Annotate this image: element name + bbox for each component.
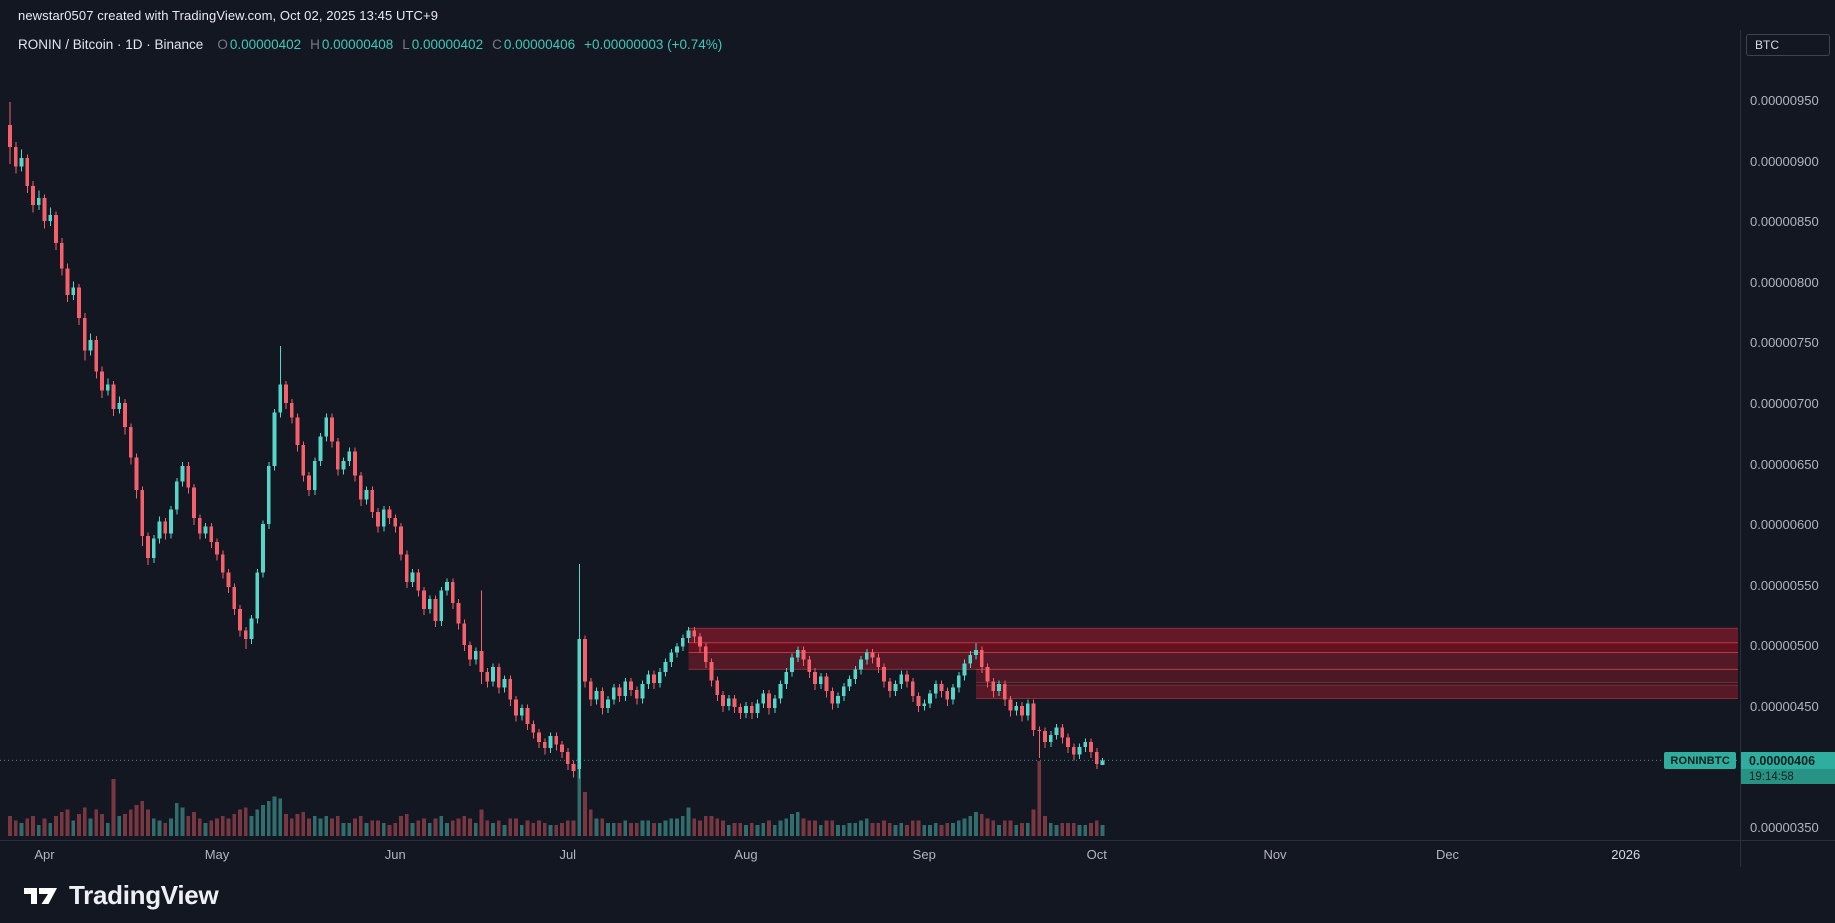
price-axis-label: 0.00000350 <box>1750 820 1819 836</box>
ohlc-readout: O 0.00000402 H 0.00000408 L 0.00000402 C… <box>217 37 722 52</box>
open-label: O <box>217 36 228 52</box>
time-axis-label: Aug <box>734 847 758 862</box>
bar-countdown-value: 19:14:58 <box>1749 770 1794 783</box>
time-axis-label: Sep <box>912 847 936 862</box>
chart-canvas[interactable]: RONINBTC <box>0 0 1740 868</box>
price-axis-label: 0.00000500 <box>1750 638 1819 654</box>
high-label: H <box>310 36 320 52</box>
price-axis-label: 0.00000450 <box>1750 699 1819 714</box>
axis-currency-button[interactable]: BTC <box>1746 34 1830 56</box>
chart-header: RONIN / Bitcoin · 1D · Binance O 0.00000… <box>18 34 722 54</box>
price-axis-label: 0.00000700 <box>1750 396 1819 411</box>
open-value: 0.00000402 <box>229 36 302 52</box>
price-axis-label: 0.00000550 <box>1750 577 1819 593</box>
time-axis-label: Apr <box>34 847 55 862</box>
volume-series <box>8 743 1105 836</box>
price-axis-label: 0.00000600 <box>1750 517 1819 533</box>
bottom-bar: TradingView <box>0 867 1835 923</box>
time-axis-label: May <box>204 847 230 862</box>
candlestick-chart[interactable] <box>0 0 1740 868</box>
time-axis-label: Oct <box>1086 847 1107 862</box>
tradingview-wordmark[interactable]: TradingView <box>69 879 219 910</box>
high-value: 0.00000408 <box>321 36 394 52</box>
resistance-zones <box>688 627 1738 700</box>
low-value: 0.00000402 <box>411 36 484 52</box>
bar-countdown-label: 19:14:58 <box>1741 769 1835 785</box>
last-price-symbol-tag: RONINBTC <box>1664 752 1736 770</box>
change-value: +0.00000003 (+0.74%) <box>584 36 723 52</box>
close-value: 0.00000406 <box>503 36 576 52</box>
time-axis-label: Jun <box>384 847 406 862</box>
attribution-bar: newstar0507 created with TradingView.com… <box>0 0 1835 30</box>
price-axis-label: 0.00000750 <box>1750 335 1819 351</box>
last-price-value: 0.00000406 <box>1749 753 1816 768</box>
price-axis-separator <box>1740 30 1741 867</box>
symbol-title[interactable]: RONIN / Bitcoin · 1D · Binance <box>18 36 204 52</box>
price-axis-label: 0.00000900 <box>1750 153 1819 169</box>
last-price-label: 0.00000406 <box>1741 752 1835 770</box>
close-label: C <box>492 36 502 52</box>
price-axis-label: 0.00000800 <box>1750 274 1819 290</box>
candlestick-series <box>8 102 1105 779</box>
price-axis-label: 0.00000650 <box>1750 456 1819 472</box>
time-axis-label: Jul <box>559 847 577 862</box>
price-axis[interactable]: BTC 0.00000950 0.00000900 0.00000850 0.0000… <box>1741 0 1835 867</box>
axis-currency-label: BTC <box>1755 38 1779 52</box>
price-axis-label: 0.00000950 <box>1750 93 1819 108</box>
price-axis-label: 0.00000850 <box>1750 214 1819 230</box>
tradingview-logo-icon[interactable] <box>22 881 60 909</box>
attribution-text: newstar0507 created with TradingView.com… <box>18 7 439 23</box>
time-axis-label: 2026 <box>1611 847 1641 862</box>
low-label: L <box>402 36 410 52</box>
time-axis-label: Nov <box>1263 847 1287 862</box>
time-axis[interactable]: Apr May Jun Jul Aug Sep Oct Nov Dec 2026 <box>0 840 1835 868</box>
time-axis-label: Dec <box>1435 847 1460 862</box>
